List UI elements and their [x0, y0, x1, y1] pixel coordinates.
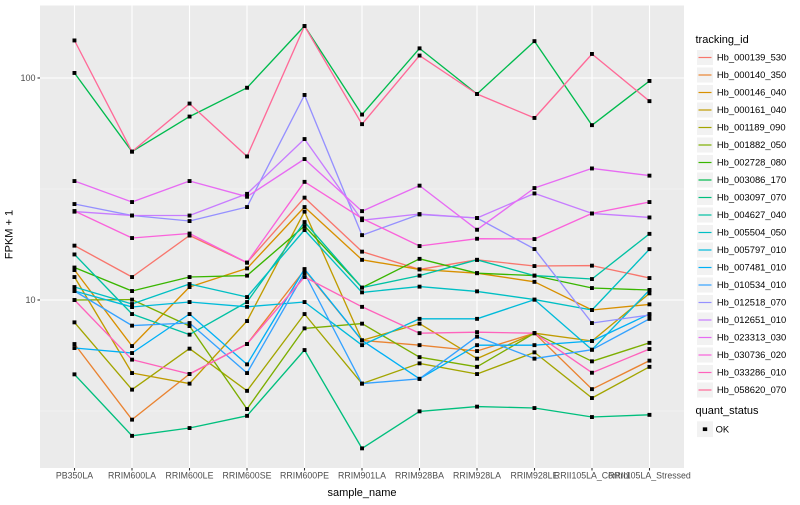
svg-text:RRII105LA_Stressed: RRII105LA_Stressed — [608, 471, 691, 481]
svg-text:Hb_030736_020: Hb_030736_020 — [717, 349, 786, 360]
svg-text:Hb_012518_070: Hb_012518_070 — [717, 297, 786, 308]
svg-text:OK: OK — [716, 423, 730, 434]
svg-text:Hb_005797_010: Hb_005797_010 — [717, 244, 786, 255]
svg-text:sample_name: sample_name — [327, 487, 396, 499]
svg-text:tracking_id: tracking_id — [696, 34, 749, 46]
svg-text:quant_status: quant_status — [696, 405, 759, 417]
svg-text:RRIM600SE: RRIM600SE — [223, 471, 272, 481]
svg-text:Hb_007481_010: Hb_007481_010 — [717, 262, 786, 273]
svg-text:RRII105LA_Control: RRII105LA_Control — [554, 471, 630, 481]
svg-text:Hb_004627_040: Hb_004627_040 — [717, 209, 786, 220]
svg-text:Hb_005504_050: Hb_005504_050 — [717, 227, 786, 238]
svg-text:RRIM901LA: RRIM901LA — [338, 471, 386, 481]
svg-text:RRIM928LA: RRIM928LA — [453, 471, 501, 481]
svg-text:PB350LA: PB350LA — [56, 471, 93, 481]
svg-text:RRIM600PE: RRIM600PE — [280, 471, 329, 481]
svg-text:Hb_058620_070: Hb_058620_070 — [717, 384, 786, 395]
svg-text:RRIM600LA: RRIM600LA — [108, 471, 156, 481]
svg-text:Hb_023313_030: Hb_023313_030 — [717, 332, 786, 343]
svg-text:RRIM600LE: RRIM600LE — [166, 471, 214, 481]
svg-text:FPKM + 1: FPKM + 1 — [4, 210, 16, 259]
svg-text:Hb_001882_050: Hb_001882_050 — [717, 139, 786, 150]
svg-text:Hb_010534_010: Hb_010534_010 — [717, 279, 786, 290]
svg-text:100: 100 — [20, 73, 35, 83]
svg-text:10: 10 — [25, 295, 35, 305]
svg-text:Hb_033286_010: Hb_033286_010 — [717, 367, 786, 378]
svg-text:Hb_000161_040: Hb_000161_040 — [717, 104, 786, 115]
svg-text:Hb_000139_530: Hb_000139_530 — [717, 52, 786, 63]
svg-text:Hb_012651_010: Hb_012651_010 — [717, 314, 786, 325]
svg-text:RRIM928BA: RRIM928BA — [395, 471, 444, 481]
svg-text:RRIM928LE: RRIM928LE — [511, 471, 559, 481]
svg-text:Hb_003086_170: Hb_003086_170 — [717, 174, 786, 185]
svg-text:Hb_002728_080: Hb_002728_080 — [717, 157, 786, 168]
svg-text:Hb_001189_090: Hb_001189_090 — [717, 122, 786, 133]
svg-text:Hb_000146_040: Hb_000146_040 — [717, 87, 786, 98]
svg-text:Hb_000140_350: Hb_000140_350 — [717, 69, 786, 80]
svg-text:Hb_003097_070: Hb_003097_070 — [717, 192, 786, 203]
